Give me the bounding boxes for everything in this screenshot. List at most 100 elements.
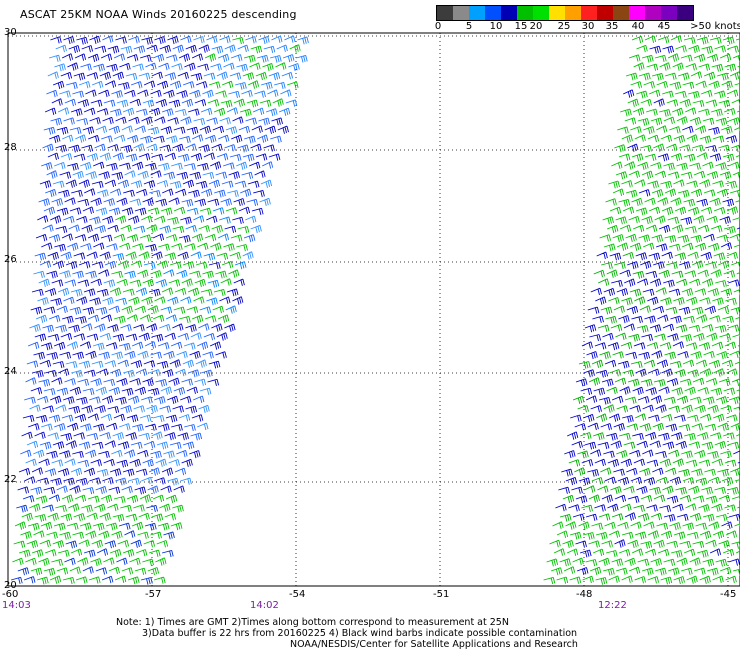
wind-barb <box>615 332 627 341</box>
wind-barb <box>108 486 121 494</box>
wind-barb <box>187 108 200 116</box>
wind-barb <box>735 200 740 203</box>
wind-barb <box>184 62 196 71</box>
wind-barb <box>94 225 106 234</box>
wind-barb <box>239 108 252 117</box>
wind-barb <box>60 513 73 522</box>
wind-barb <box>642 288 655 296</box>
wind-barb <box>624 396 637 404</box>
wind-barb <box>37 297 49 306</box>
wind-barb <box>601 494 613 503</box>
wind-barb <box>197 422 209 431</box>
wind-barb <box>12 557 24 566</box>
wind-barb <box>189 89 201 99</box>
wind-barb <box>650 512 663 521</box>
wind-barb <box>728 117 740 126</box>
wind-barb <box>614 377 627 386</box>
wind-barb <box>273 81 286 90</box>
wind-barb <box>575 378 588 387</box>
wind-barb <box>100 314 113 322</box>
wind-barb <box>96 108 109 116</box>
wind-barb <box>177 71 189 80</box>
wind-barb <box>204 53 217 62</box>
wind-barb <box>682 81 695 90</box>
wind-barb <box>102 296 114 306</box>
wind-barb <box>147 485 159 494</box>
wind-barb <box>646 459 659 467</box>
colorbar-label: >50 knots <box>690 21 740 32</box>
wind-barb <box>728 396 740 405</box>
wind-barb <box>703 233 715 242</box>
wind-barb <box>233 198 245 207</box>
wind-barb <box>174 287 187 296</box>
wind-barb <box>649 440 661 448</box>
wind-barb <box>591 359 604 368</box>
wind-barb <box>696 36 709 45</box>
wind-barb <box>607 342 620 351</box>
wind-barb <box>188 369 200 378</box>
wind-barb <box>64 98 77 107</box>
wind-barb <box>109 287 122 296</box>
wind-barb <box>617 521 629 530</box>
wind-barb <box>70 467 83 477</box>
wind-barb <box>107 45 120 54</box>
wind-barb <box>700 413 712 422</box>
wind-barb <box>120 504 132 513</box>
wind-barb <box>140 135 152 144</box>
wind-barb <box>33 530 45 538</box>
wind-barb <box>173 485 185 493</box>
wind-barb <box>139 314 152 322</box>
wind-barb <box>645 431 657 441</box>
wind-barb <box>663 396 676 404</box>
wind-barb <box>680 171 693 180</box>
wind-barb <box>30 387 43 395</box>
wind-barb <box>698 108 710 116</box>
pass-time-2: 14:02 <box>250 600 279 611</box>
wind-barb <box>666 540 679 548</box>
wind-barb <box>122 468 135 477</box>
wind-barb <box>163 89 175 99</box>
wind-barb <box>618 549 631 557</box>
wind-barb <box>640 494 653 503</box>
wind-barb <box>592 548 605 557</box>
wind-barb <box>595 531 608 540</box>
wind-barb <box>711 503 723 512</box>
wind-barb <box>716 351 728 360</box>
wind-barb <box>133 405 145 413</box>
wind-barb <box>108 125 121 134</box>
wind-barb <box>731 495 740 502</box>
wind-barb <box>151 71 163 80</box>
wind-barb <box>223 162 235 170</box>
wind-barb <box>732 54 740 63</box>
wind-barb <box>112 152 124 161</box>
wind-barb <box>78 179 90 188</box>
wind-barb <box>672 62 684 71</box>
wind-barb <box>689 557 701 566</box>
wind-barb <box>164 72 177 81</box>
wind-barb <box>710 432 722 440</box>
wind-barb <box>172 143 184 153</box>
wind-barb <box>97 368 109 376</box>
wind-barb <box>224 144 236 152</box>
wind-barb <box>236 244 248 252</box>
wind-barb <box>215 351 227 359</box>
wind-barb <box>37 215 49 223</box>
colorbar-segment <box>549 6 565 20</box>
wind-barb <box>175 368 187 377</box>
wind-barb <box>684 432 696 441</box>
wind-barb <box>716 72 729 81</box>
wind-barb <box>180 216 192 225</box>
wind-barb <box>606 432 618 441</box>
wind-barb <box>38 198 50 207</box>
wind-barb <box>295 54 308 63</box>
wind-barb <box>129 198 142 206</box>
wind-barb <box>715 280 727 288</box>
wind-barb <box>52 441 65 450</box>
wind-barb <box>258 35 270 45</box>
wind-barb <box>142 558 154 566</box>
wind-barb <box>238 206 251 215</box>
wind-barb <box>20 531 32 540</box>
wind-barb <box>91 261 104 269</box>
wind-barb <box>543 576 556 585</box>
wind-barb <box>126 494 139 504</box>
